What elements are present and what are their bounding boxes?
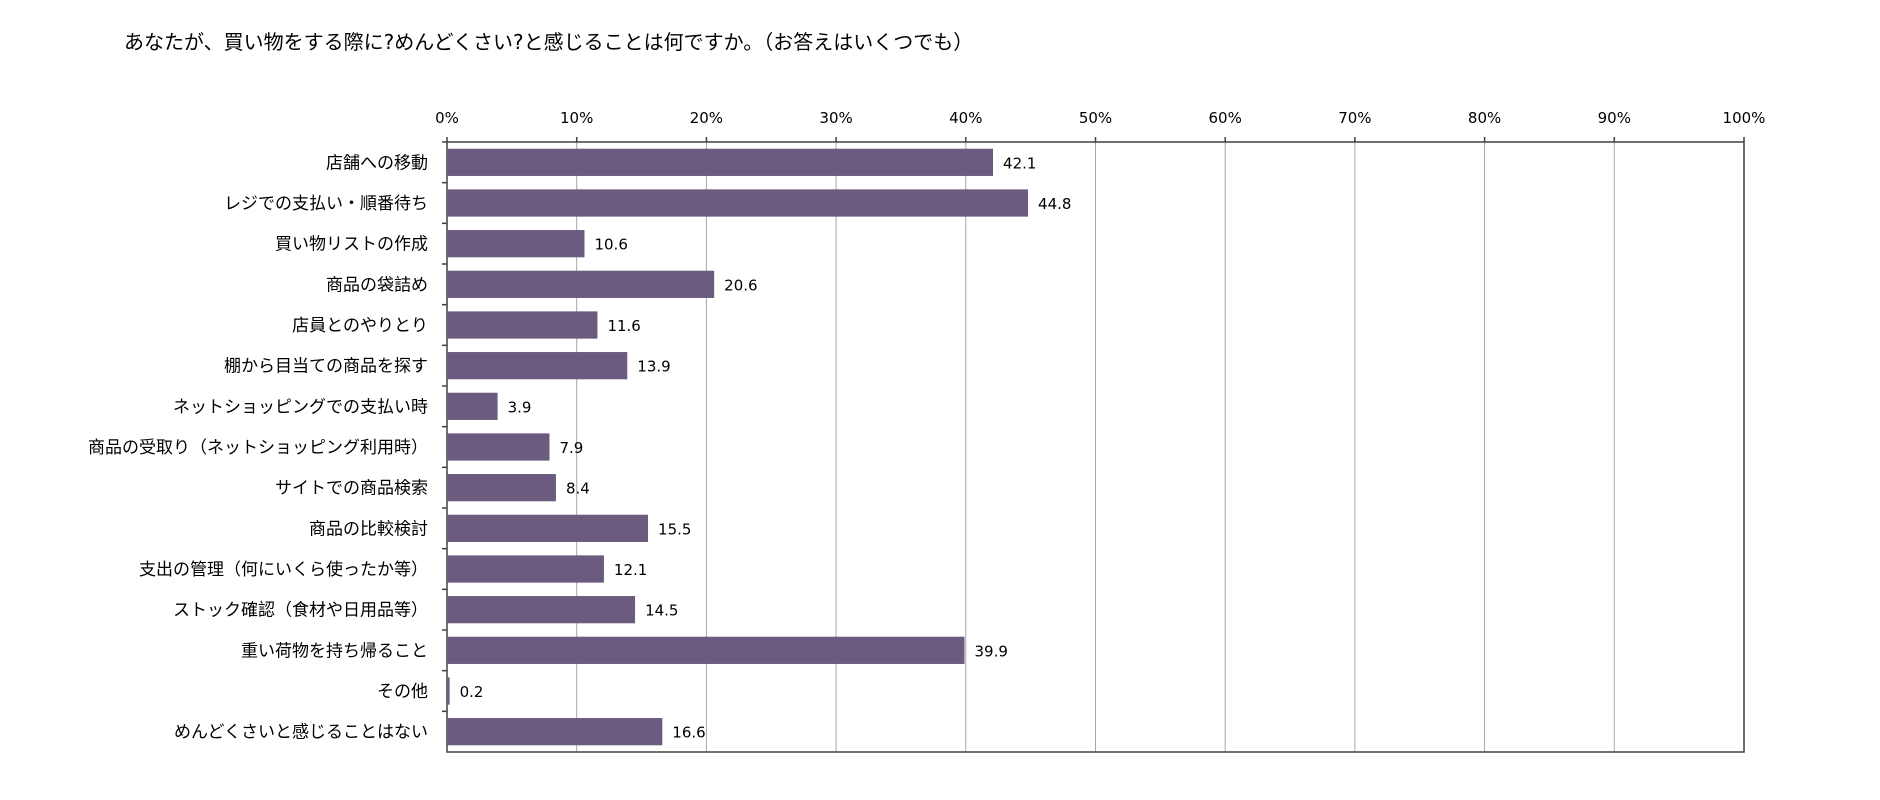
value-label: 44.8 [1038,195,1071,213]
value-label: 10.6 [594,236,627,254]
category-label: 商品の受取り（ネットショッピング利用時） [88,438,428,458]
value-label: 11.6 [607,317,640,335]
value-label: 20.6 [724,276,757,294]
bar [447,636,965,664]
chart-title: あなたが、買い物をする際に?めんどくさい?と感じることは何ですか。（お答えはいく… [124,30,974,54]
x-tick-label: 0% [435,109,459,127]
category-label: 店舗への移動 [326,153,428,173]
x-tick-label: 70% [1338,109,1371,127]
x-tick-label: 50% [1079,109,1112,127]
bar [447,189,1029,217]
category-label: 商品の比較検討 [309,519,428,539]
bar [447,311,598,339]
value-label: 8.4 [566,480,590,498]
value-label: 3.9 [508,398,532,416]
x-tick-label: 20% [690,109,723,127]
category-label: めんどくさいと感じることはない [174,723,428,743]
x-tick-label: 10% [560,109,593,127]
value-label: 16.6 [672,724,705,742]
bar [447,392,498,420]
value-label: 15.5 [658,520,691,538]
category-label: 商品の袋詰め [326,275,428,295]
bar [447,230,585,258]
value-label: 12.1 [614,561,647,579]
bar [447,270,715,298]
category-label: 支出の管理（何にいくら使ったか等） [139,559,428,580]
bar [447,677,450,705]
bar [447,718,663,746]
bar [447,474,556,502]
x-tick-label: 30% [819,109,852,127]
bar [447,514,649,542]
x-tick-label: 40% [949,109,982,127]
category-label: ネットショッピングでの支払い時 [173,397,428,417]
category-label: 棚から目当ての商品を探す [224,357,428,377]
bar [447,148,994,176]
category-label: 店員とのやりとり [292,316,428,336]
bar [447,596,636,624]
x-tick-label: 90% [1598,109,1631,127]
bar [447,433,550,461]
value-label: 39.9 [975,642,1008,660]
value-label: 0.2 [460,683,484,701]
category-label: その他 [377,682,428,702]
x-tick-label: 80% [1468,109,1501,127]
x-tick-label: 60% [1209,109,1242,127]
bar [447,555,604,583]
value-label: 13.9 [637,358,670,376]
value-label: 42.1 [1003,154,1036,172]
category-label: サイトでの商品検索 [275,479,428,499]
category-label: ストック確認（食材や日用品等） [173,601,428,621]
value-label: 7.9 [559,439,583,457]
category-label: レジでの支払い・順番待ち [224,194,428,214]
value-label: 14.5 [645,602,678,620]
category-label: 重い荷物を持ち帰ること [241,641,428,661]
x-tick-label: 100% [1723,109,1766,127]
bar [447,352,628,380]
category-label: 買い物リストの作成 [275,235,428,255]
